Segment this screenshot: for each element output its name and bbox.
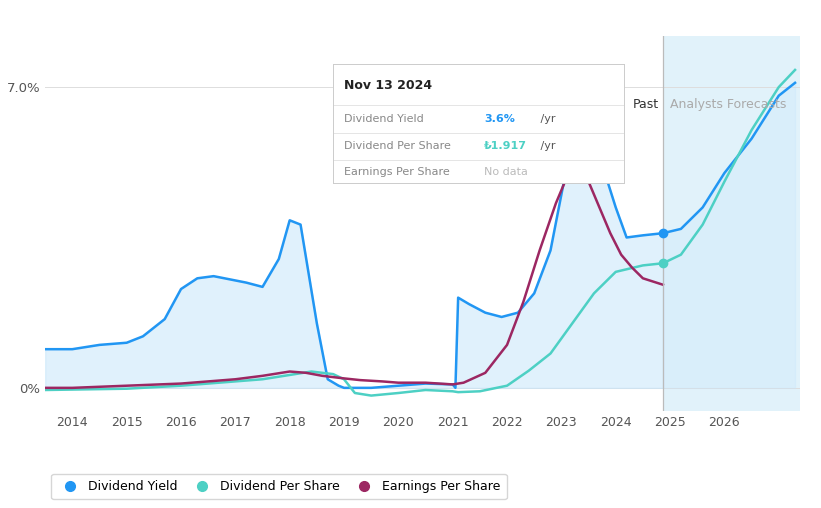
Text: /yr: /yr [537, 114, 555, 124]
Text: Dividend Yield: Dividend Yield [344, 114, 424, 124]
Text: Nov 13 2024: Nov 13 2024 [344, 79, 433, 92]
Text: /yr: /yr [537, 141, 555, 151]
Text: 3.6%: 3.6% [484, 114, 515, 124]
Text: ₺1.917: ₺1.917 [484, 141, 527, 151]
Text: Earnings Per Share: Earnings Per Share [344, 167, 450, 177]
Bar [663, 36, 800, 411]
Text: Dividend Per Share: Dividend Per Share [344, 141, 451, 151]
Legend: Dividend Yield, Dividend Per Share, Earnings Per Share: Dividend Yield, Dividend Per Share, Earn… [52, 473, 507, 499]
Text: Past: Past [632, 98, 658, 111]
Text: Analysts Forecasts: Analysts Forecasts [669, 98, 786, 111]
Text: No data: No data [484, 167, 528, 177]
